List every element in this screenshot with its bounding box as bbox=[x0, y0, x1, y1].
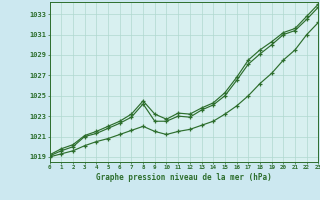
X-axis label: Graphe pression niveau de la mer (hPa): Graphe pression niveau de la mer (hPa) bbox=[96, 173, 272, 182]
